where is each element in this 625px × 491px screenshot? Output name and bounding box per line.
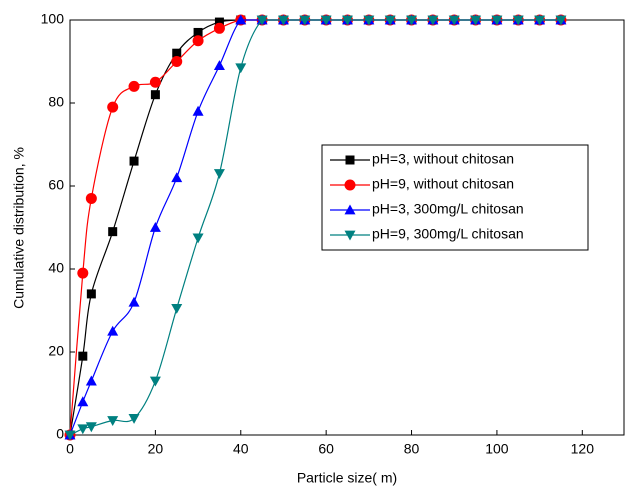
- marker: [214, 17, 224, 27]
- marker: [108, 227, 118, 237]
- marker: [192, 35, 204, 47]
- marker: [172, 48, 182, 58]
- x-tick-label: 20: [148, 441, 164, 457]
- marker: [344, 179, 356, 191]
- marker: [344, 204, 356, 215]
- marker: [345, 155, 355, 165]
- marker: [77, 396, 89, 407]
- legend-box: [321, 144, 589, 251]
- marker: [107, 325, 119, 336]
- marker: [470, 15, 482, 26]
- marker: [299, 15, 311, 26]
- marker: [427, 15, 439, 26]
- y-tick-label: 100: [41, 11, 65, 27]
- marker: [448, 15, 460, 26]
- legend-label: pH=9, 300mg/L chitosan: [372, 226, 524, 242]
- marker: [320, 15, 332, 26]
- marker: [344, 230, 356, 241]
- legend-label: pH=9, without chitosan: [372, 176, 514, 192]
- marker: [107, 101, 119, 113]
- marker: [128, 296, 140, 307]
- x-tick-label: 120: [571, 441, 595, 457]
- marker: [512, 15, 524, 26]
- marker: [129, 156, 139, 166]
- y-tick-label: 80: [48, 94, 64, 110]
- marker: [64, 430, 76, 441]
- legend-label: pH=3, without chitosan: [372, 151, 514, 167]
- marker: [85, 192, 97, 204]
- marker: [171, 172, 183, 183]
- x-tick-label: 80: [404, 441, 420, 457]
- marker: [149, 76, 161, 88]
- marker: [363, 15, 375, 26]
- legend-label: pH=3, 300mg/L chitosan: [372, 201, 524, 217]
- marker: [256, 15, 268, 26]
- marker: [213, 22, 225, 34]
- marker: [213, 169, 225, 180]
- marker: [534, 15, 546, 26]
- marker: [192, 233, 204, 244]
- marker: [128, 80, 140, 92]
- x-tick-label: 0: [66, 441, 74, 457]
- x-axis-label: Particle size( m): [297, 470, 397, 486]
- marker: [491, 15, 503, 26]
- marker: [77, 267, 89, 279]
- marker: [171, 56, 183, 67]
- y-tick-label: 20: [48, 343, 64, 359]
- marker: [128, 414, 140, 424]
- y-axis-label: Cumulative distribution, %: [11, 147, 27, 309]
- marker: [277, 15, 289, 26]
- marker: [86, 289, 96, 299]
- marker: [555, 15, 567, 26]
- marker: [107, 416, 119, 426]
- marker: [85, 422, 97, 433]
- marker: [235, 14, 247, 25]
- marker: [235, 63, 247, 74]
- marker: [77, 424, 89, 435]
- marker: [384, 15, 396, 26]
- marker: [192, 105, 204, 116]
- y-tick-label: 0: [56, 426, 64, 442]
- marker: [342, 15, 353, 26]
- legend: pH=3, without chitosan pH=9, without chit…: [321, 144, 589, 251]
- marker: [85, 375, 97, 386]
- y-tick-label: 40: [48, 260, 64, 276]
- marker: [213, 60, 225, 71]
- marker: [171, 304, 183, 314]
- y-tick-label: 60: [48, 177, 64, 193]
- x-tick-label: 100: [485, 441, 509, 457]
- marker: [406, 15, 418, 26]
- marker: [149, 222, 161, 232]
- marker: [149, 376, 161, 387]
- marker: [78, 351, 88, 361]
- marker: [193, 27, 203, 37]
- marker: [150, 90, 160, 100]
- x-tick-label: 60: [318, 441, 334, 457]
- x-tick-label: 40: [233, 441, 249, 457]
